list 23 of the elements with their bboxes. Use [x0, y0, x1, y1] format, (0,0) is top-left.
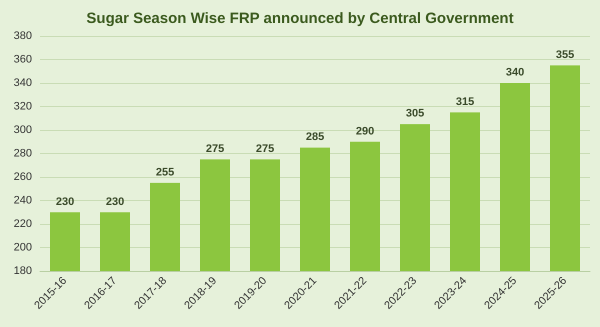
y-tick-label: 240: [14, 194, 32, 206]
y-tick-label: 360: [14, 54, 32, 66]
y-tick-label: 200: [14, 242, 32, 254]
data-label: 340: [506, 66, 524, 78]
data-label: 230: [106, 196, 124, 208]
data-label: 230: [56, 196, 74, 208]
y-tick-label: 320: [14, 100, 32, 112]
data-label: 290: [356, 125, 374, 138]
data-label: 305: [406, 108, 424, 120]
y-tick-label: 340: [14, 77, 32, 89]
y-tick-label: 180: [14, 265, 32, 277]
chart-title: Sugar Season Wise FRP announced by Central Government: [86, 10, 514, 27]
data-label: 315: [456, 96, 474, 108]
data-label: 285: [306, 131, 324, 144]
y-tick-label: 260: [14, 171, 32, 183]
data-label: 255: [156, 166, 174, 178]
y-tick-label: 380: [14, 30, 32, 42]
data-label: 355: [556, 48, 574, 61]
data-label: 275: [256, 142, 274, 155]
y-tick-label: 220: [14, 218, 32, 230]
y-tick-label: 300: [14, 124, 32, 136]
data-label: 275: [206, 142, 224, 155]
y-tick-label: 280: [14, 148, 32, 160]
